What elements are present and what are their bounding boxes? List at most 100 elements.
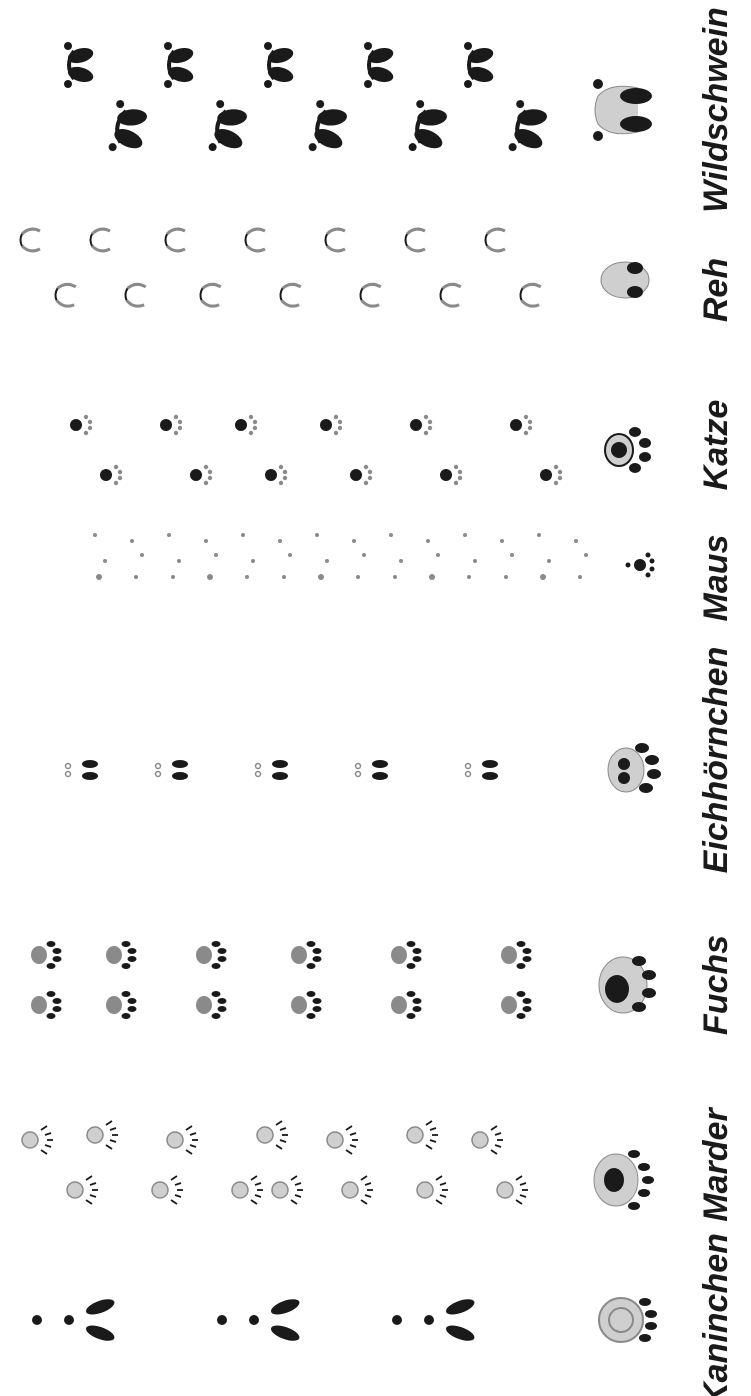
footprint xyxy=(164,42,194,88)
footprint xyxy=(362,553,366,557)
footprint xyxy=(308,100,347,152)
footprint xyxy=(54,282,77,308)
animal-label: Wildschwein xyxy=(697,7,735,213)
footprint xyxy=(190,464,213,486)
footprint xyxy=(265,464,288,486)
track-row xyxy=(31,941,532,1019)
footprint xyxy=(166,1125,198,1155)
footprint xyxy=(508,100,547,152)
footprint xyxy=(547,559,551,563)
footprint xyxy=(501,991,532,1019)
footprint xyxy=(584,553,588,557)
footprint xyxy=(399,559,403,563)
enlarged-print xyxy=(598,956,656,1014)
footprint xyxy=(501,941,532,969)
footprint xyxy=(271,1175,303,1205)
footprint xyxy=(426,539,430,543)
animal-label: Katze xyxy=(697,400,735,491)
footprint xyxy=(354,760,388,780)
footprint xyxy=(171,575,175,579)
footprint xyxy=(326,1125,358,1155)
footprint xyxy=(93,533,97,537)
footprint xyxy=(167,533,171,537)
footprint xyxy=(392,1299,475,1341)
footprint xyxy=(70,414,93,436)
footprint xyxy=(463,533,467,537)
footprint xyxy=(324,227,346,253)
enlarged-print xyxy=(598,1297,657,1343)
footprint xyxy=(31,941,62,969)
footprint xyxy=(325,559,329,563)
footprint xyxy=(160,414,183,436)
footprint xyxy=(574,539,578,543)
footprint xyxy=(471,1125,503,1155)
footprint xyxy=(19,227,41,253)
animal-label: Fuchs xyxy=(697,935,735,1035)
footprint xyxy=(254,760,288,780)
footprint xyxy=(177,559,181,563)
footprint xyxy=(359,282,382,308)
footprint xyxy=(231,1175,263,1205)
footprint xyxy=(473,559,477,563)
footprint xyxy=(241,533,245,537)
animal-label: Maus xyxy=(697,535,735,622)
footprint xyxy=(32,1299,115,1341)
footprint xyxy=(207,574,213,580)
footprint xyxy=(504,575,508,579)
footprint xyxy=(315,533,319,537)
footprint xyxy=(464,42,494,88)
footprint xyxy=(103,559,107,563)
track-row xyxy=(19,227,542,308)
footprint xyxy=(352,539,356,543)
footprint xyxy=(356,575,360,579)
footprint xyxy=(251,559,255,563)
track-row xyxy=(32,1299,475,1341)
footprint xyxy=(86,1120,118,1150)
enlarged-print xyxy=(625,552,655,578)
track-row xyxy=(21,1120,528,1205)
footprint xyxy=(245,575,249,579)
footprint xyxy=(214,553,218,557)
footprint xyxy=(404,227,426,253)
footprint xyxy=(140,553,144,557)
footprint xyxy=(64,760,98,780)
footprint xyxy=(164,227,186,253)
footprint xyxy=(235,414,258,436)
footprint xyxy=(389,533,393,537)
footprint xyxy=(282,575,286,579)
enlarged-print xyxy=(593,1150,654,1210)
footprint xyxy=(256,1120,288,1150)
footprint xyxy=(540,574,546,580)
footprint xyxy=(100,464,123,486)
footprint xyxy=(31,991,62,1019)
footprint xyxy=(439,282,462,308)
animal-label: Kaninchen xyxy=(697,1233,735,1396)
footprint xyxy=(537,533,541,537)
footprint xyxy=(408,100,447,152)
footprint xyxy=(519,282,542,308)
footprint xyxy=(500,539,504,543)
footprint xyxy=(204,539,208,543)
footprint xyxy=(244,227,266,253)
footprint xyxy=(196,941,227,969)
footprint xyxy=(578,575,582,579)
footprint xyxy=(350,464,373,486)
footprint xyxy=(510,553,514,557)
footprint xyxy=(21,1125,53,1155)
footprint xyxy=(154,760,188,780)
enlarged-print xyxy=(607,743,661,793)
footprint xyxy=(279,282,302,308)
footprint xyxy=(291,941,322,969)
footprint xyxy=(510,414,533,436)
track-row xyxy=(64,42,547,152)
footprint xyxy=(416,1175,448,1205)
footprint xyxy=(467,575,471,579)
footprint xyxy=(264,42,294,88)
animal-label: Reh xyxy=(697,258,735,322)
enlarged-print xyxy=(604,427,651,473)
footprint xyxy=(318,574,324,580)
footprint xyxy=(106,991,137,1019)
footprint xyxy=(406,1120,438,1150)
footprint xyxy=(429,574,435,580)
